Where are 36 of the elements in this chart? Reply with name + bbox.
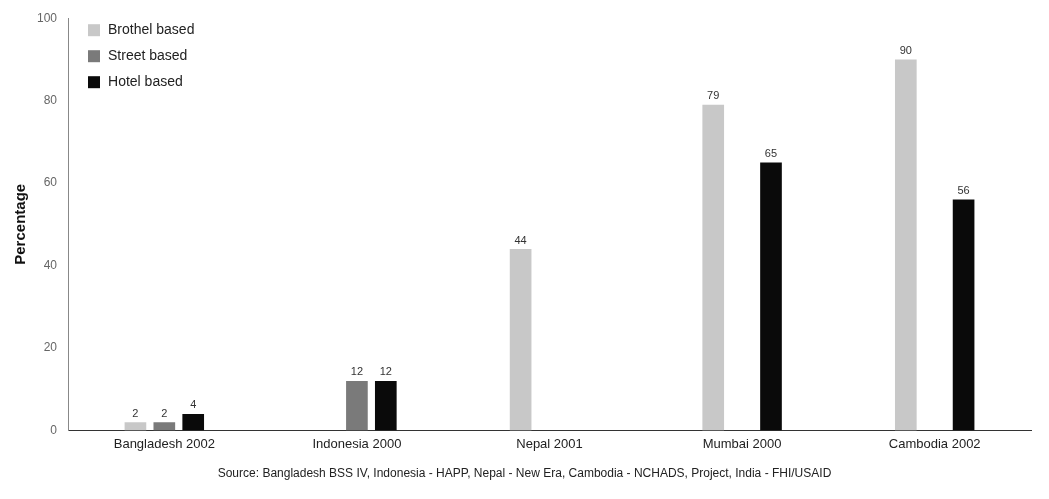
- data-label: 56: [957, 184, 970, 197]
- y-tick-label: 80: [43, 92, 58, 107]
- data-label: 65: [764, 147, 778, 159]
- data-label: 79: [707, 89, 720, 102]
- legend-label: Street based: [108, 47, 188, 64]
- legend-label: Hotel based: [108, 73, 183, 90]
- y-axis-title: Percentage: [11, 183, 29, 265]
- bar: [952, 199, 975, 431]
- y-tick-label: 20: [43, 340, 58, 355]
- bar: [182, 413, 205, 431]
- bar: [346, 380, 368, 431]
- y-tick-label: 0: [50, 422, 58, 437]
- x-tick-label: Indonesia 2000: [312, 435, 402, 451]
- data-label: 12: [379, 365, 392, 378]
- y-tick-label: 40: [43, 257, 58, 272]
- data-label: 2: [132, 406, 139, 419]
- bar: [509, 249, 532, 431]
- bar: [153, 422, 176, 431]
- bar: [894, 59, 917, 431]
- x-tick-label: Nepal 2001: [516, 435, 583, 451]
- data-label: 90: [899, 43, 912, 56]
- data-label: 12: [350, 365, 364, 378]
- data-label: 2: [161, 406, 168, 419]
- source-note: Source: Bangladesh BSS IV, Indonesia - HAPP, Nepal - New Era, Cambodia - NCHADS, Project, India - FHI/USAID: [216, 466, 833, 480]
- x-tick-label: Cambodia 2002: [888, 435, 981, 451]
- x-tick-label: Bangladesh 2002: [113, 435, 215, 451]
- data-label: 44: [514, 233, 527, 246]
- legend-label: Brothel based: [108, 21, 195, 38]
- data-label: 4: [190, 398, 197, 411]
- bar: [374, 380, 397, 431]
- y-tick-label: 60: [43, 175, 58, 190]
- x-tick-label: Mumbai 2000: [702, 435, 782, 451]
- bar: [702, 104, 725, 431]
- bar: [760, 162, 782, 431]
- bar: [124, 422, 147, 431]
- y-tick-label: 100: [36, 10, 58, 25]
